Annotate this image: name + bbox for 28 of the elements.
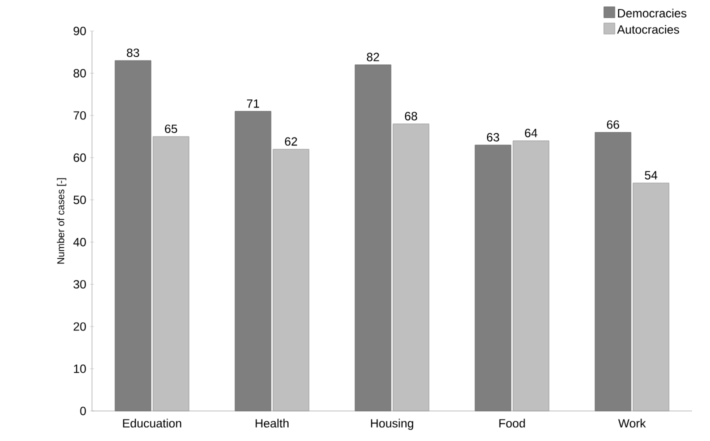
data-label: 83 [126, 48, 140, 58]
data-label: 66 [606, 120, 620, 129]
data-label: 71 [246, 99, 260, 108]
y-axis-title: Number of cases [-] [56, 178, 66, 264]
y-tick-label: 40 [73, 238, 86, 246]
y-tick-label: 80 [74, 68, 86, 78]
x-tick-label: Educuation [123, 418, 182, 428]
data-label: 65 [164, 124, 178, 134]
data-label: 68 [404, 112, 418, 120]
x-tick-label: Housing [371, 418, 414, 430]
y-tick-label: 90 [74, 26, 86, 36]
data-label: 82 [366, 52, 380, 62]
y-tick-label: 30 [74, 280, 86, 289]
legend-label: Autocracies [617, 24, 680, 34]
y-tick-label: 0 [80, 406, 86, 416]
data-label: 62 [284, 137, 298, 146]
data-label: 54 [644, 171, 658, 180]
y-tick-label: 50 [74, 196, 86, 204]
x-tick-label: Work [618, 418, 646, 428]
data-label: 64 [524, 128, 538, 138]
y-tick-label: 10 [74, 364, 86, 373]
x-tick-label: Food [499, 418, 525, 428]
y-tick-label: 60 [74, 153, 86, 162]
data-label: 63 [486, 133, 500, 142]
x-tick-label: Health [256, 418, 289, 428]
y-tick-label: 20 [74, 322, 86, 331]
y-tick-label: 70 [74, 111, 86, 120]
legend-label: Democracies [618, 8, 686, 18]
